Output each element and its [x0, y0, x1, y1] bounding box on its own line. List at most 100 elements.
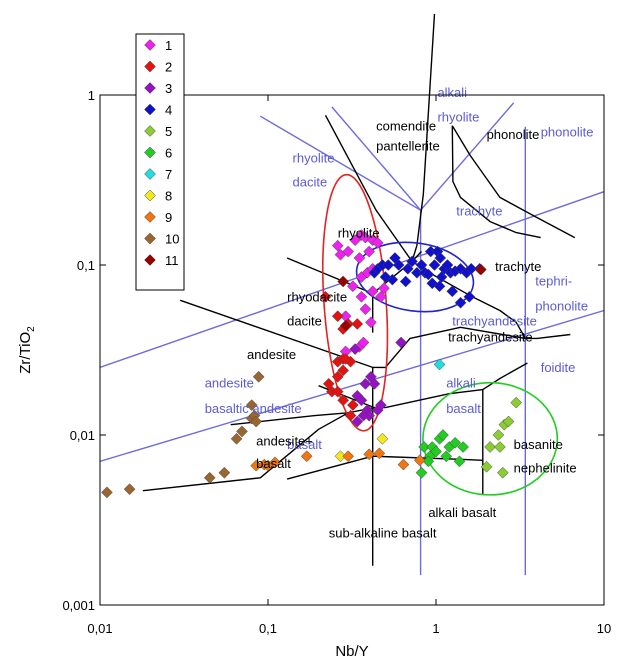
group-ellipse [422, 381, 559, 496]
y-tick-label: 0,1 [77, 258, 95, 273]
data-point-series-2 [339, 353, 352, 365]
data-point-series-4 [422, 268, 435, 281]
field-label-black: rhyodacite [287, 289, 347, 304]
legend-label-4: 4 [165, 103, 172, 118]
data-point-series-1 [355, 290, 368, 303]
data-point-series-2 [347, 399, 359, 411]
data-point-series-3 [351, 415, 364, 428]
x-tick-label: 0,1 [259, 621, 277, 636]
blue-boundary-line [331, 106, 422, 211]
field-label-black: alkali basalt [428, 505, 496, 520]
data-point-series-4 [406, 255, 418, 268]
black-boundary-line [411, 13, 436, 262]
legend-label-2: 2 [165, 60, 172, 75]
blue-boundary-line [420, 102, 515, 211]
y-axis-label-main: Zr/TiO [17, 332, 34, 374]
data-point-series-7 [433, 358, 446, 371]
y-tick-label: 0,01 [70, 428, 95, 443]
data-point-series-1 [365, 316, 377, 329]
field-label-blue: alkali [437, 85, 467, 100]
blue-boundary-line [259, 115, 421, 211]
data-point-series-11 [339, 319, 352, 332]
data-point-series-4 [465, 262, 478, 275]
data-point-series-10 [218, 466, 231, 479]
data-point-series-4 [382, 259, 395, 271]
legend-label-8: 8 [165, 189, 172, 204]
data-point-series-8 [334, 450, 347, 463]
data-point-series-11 [475, 263, 487, 276]
data-point-series-9 [413, 454, 426, 467]
field-label-blue: rhyolite [293, 151, 335, 166]
blue-boundary-line [100, 191, 605, 369]
data-point-series-1 [353, 252, 366, 264]
data-point-series-10 [252, 370, 265, 383]
y-axis-ticks: 0,001 0,01 0,1 1 [62, 88, 604, 613]
black-boundary-line [286, 455, 483, 480]
field-label-black: nephelinite [514, 461, 577, 476]
data-point-series-4 [433, 280, 446, 293]
data-point-series-4 [392, 259, 405, 271]
field-labels: alkali rhyolite phonolite rhyolite dacite tra… [205, 85, 594, 540]
y-axis-label-subscript: 2 [26, 326, 37, 332]
legend-marker-6 [144, 146, 156, 159]
data-point-series-2 [331, 310, 344, 323]
data-point-series-2 [331, 370, 344, 383]
field-label-blue: rhyolite [437, 109, 479, 124]
legend-marker-1 [144, 39, 156, 51]
data-point-series-6 [440, 450, 453, 463]
data-point-series-6 [449, 436, 461, 449]
data-point-series-8 [376, 432, 389, 445]
data-point-series-9 [300, 450, 313, 463]
black-boundary-line [324, 114, 423, 263]
field-label-black: comendite [376, 118, 436, 133]
data-point-series-4 [426, 277, 439, 290]
field-label-black: sub-alkaline basalt [329, 525, 437, 540]
data-point-series-9 [269, 456, 281, 469]
legend-marker-4 [144, 103, 156, 116]
data-point-series-4 [446, 285, 459, 298]
black-boundary-line [142, 406, 375, 492]
data-point-series-2 [337, 394, 349, 407]
group-ellipse [322, 173, 389, 432]
x-axis-label: Nb/Y [335, 643, 368, 660]
x-tick-label: 1 [432, 621, 439, 636]
field-label-blue: tephri- [535, 273, 572, 288]
data-point-series-1 [349, 234, 361, 247]
data-point-series-4 [399, 275, 412, 288]
field-label-black: andesite+ [256, 433, 313, 448]
black-boundary-line [451, 125, 541, 239]
data-point-series-9 [397, 458, 410, 471]
field-label-black: pantellerite [376, 139, 440, 154]
x-tick-label: 0,01 [87, 621, 112, 636]
data-point-series-1 [359, 303, 372, 315]
x-axis-ticks: 0,01 0,1 1 10 [87, 95, 611, 636]
data-point-series-4 [428, 259, 441, 271]
data-point-series-2 [319, 290, 332, 303]
field-label-black: rhyolite [338, 226, 380, 241]
data-point-series-3 [359, 377, 372, 390]
data-point-series-4 [454, 296, 467, 309]
legend-marker-3 [144, 82, 156, 94]
field-label-blue: trachyte [456, 204, 502, 219]
field-label-black: basalt [256, 456, 291, 471]
data-point-series-1 [371, 236, 384, 249]
legend-label-6: 6 [165, 146, 172, 161]
legend-marker-9 [144, 211, 156, 223]
legend-label-10: 10 [165, 232, 179, 247]
legend-label-7: 7 [165, 167, 172, 182]
data-point-series-4 [463, 290, 476, 303]
data-point-series-3 [357, 409, 370, 422]
data-point-series-1 [375, 290, 387, 303]
data-point-series-3 [395, 336, 407, 349]
legend-label-5: 5 [165, 124, 172, 139]
data-point-series-10 [236, 425, 248, 438]
field-label-blue: basalt [287, 437, 322, 452]
data-point-series-10 [250, 415, 262, 428]
field-label-black: andesite [247, 347, 296, 362]
plot-frame [99, 94, 605, 606]
data-point-series-2 [351, 318, 364, 330]
data-point-series-6 [453, 455, 466, 468]
field-label-blue: basaltic andesite [205, 401, 302, 416]
data-point-series-5 [480, 460, 493, 473]
data-point-series-10 [245, 399, 258, 411]
